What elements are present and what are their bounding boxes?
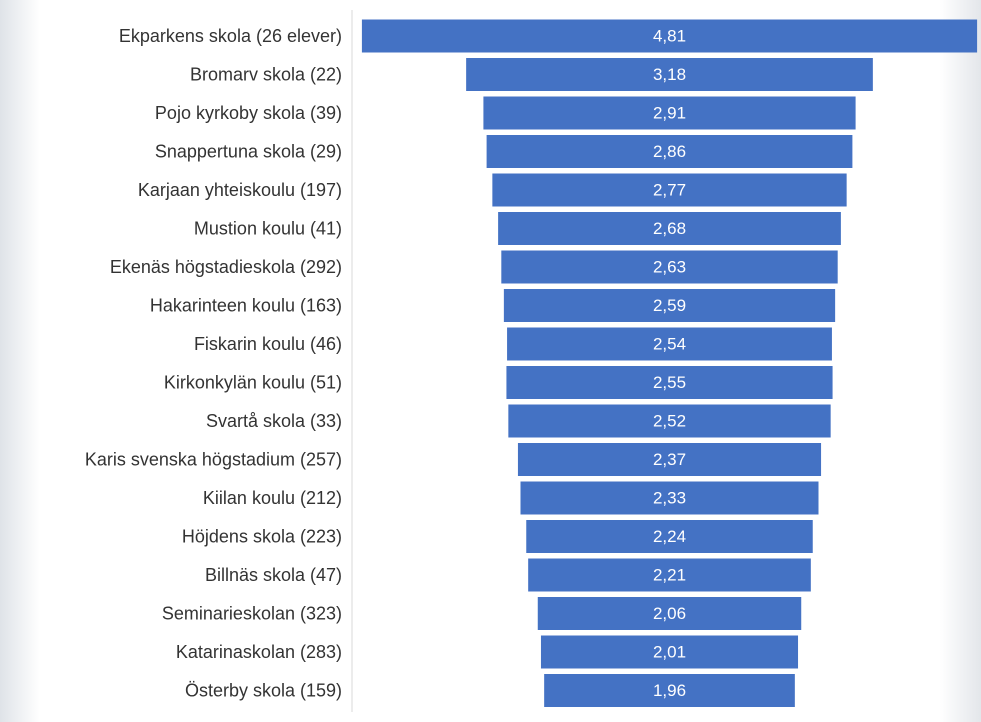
category-label: Seminarieskolan (323) (162, 603, 342, 623)
category-label: Mustion koulu (41) (194, 218, 342, 238)
bar (528, 558, 811, 592)
category-label: Bromarv skola (22) (190, 64, 342, 84)
category-label: Kiilan koulu (212) (203, 488, 342, 508)
bar (483, 96, 856, 130)
category-label: Billnäs skola (47) (205, 565, 342, 585)
category-label: Österby skola (159) (185, 680, 342, 700)
category-label: Ekenäs högstadieskola (292) (110, 257, 342, 277)
category-label: Pojo kyrkoby skola (39) (155, 103, 342, 123)
value-label: 2,77 (653, 180, 686, 199)
category-label: Karis svenska högstadium (257) (85, 449, 342, 469)
value-label: 2,52 (653, 411, 686, 430)
bar (503, 289, 836, 322)
value-label: 3,18 (653, 65, 686, 84)
category-label: Höjdens skola (223) (182, 526, 342, 546)
bar (486, 135, 853, 168)
bar (506, 366, 833, 399)
category-label: Ekparkens skola (26 elever) (119, 26, 342, 46)
bar (466, 58, 873, 91)
value-label: 2,06 (653, 604, 686, 623)
category-label: Snappertuna skola (29) (155, 141, 342, 161)
value-label: 2,33 (653, 488, 686, 507)
category-label: Karjaan yhteiskoulu (197) (138, 180, 342, 200)
value-label: 1,96 (653, 681, 686, 700)
bar (501, 250, 838, 284)
value-label: 2,68 (653, 219, 686, 238)
value-label: 2,37 (653, 450, 686, 469)
value-label: 2,54 (653, 334, 686, 353)
value-label: 2,21 (653, 565, 686, 584)
category-label: Kirkonkylän koulu (51) (164, 372, 342, 392)
bar (544, 674, 795, 707)
value-label: 2,01 (653, 642, 686, 661)
category-label: Svartå skola (33) (206, 411, 342, 431)
bar (520, 481, 819, 515)
bar (526, 520, 813, 553)
value-label: 2,55 (653, 373, 686, 392)
value-label: 2,59 (653, 296, 686, 315)
value-label: 4,81 (653, 26, 686, 45)
bar (517, 443, 822, 476)
value-label: 2,86 (653, 142, 686, 161)
bar (361, 19, 978, 53)
bar (537, 597, 802, 630)
category-label: Hakarinteen koulu (163) (150, 295, 342, 315)
bar (540, 635, 799, 669)
value-label: 2,24 (653, 527, 686, 546)
category-label: Katarinaskolan (283) (176, 642, 342, 662)
category-label: Fiskarin koulu (46) (194, 334, 342, 354)
bar (498, 212, 841, 245)
value-label: 2,91 (653, 103, 686, 122)
bar (507, 327, 832, 361)
value-label: 2,63 (653, 257, 686, 276)
bar (492, 173, 847, 207)
bar (508, 404, 831, 438)
